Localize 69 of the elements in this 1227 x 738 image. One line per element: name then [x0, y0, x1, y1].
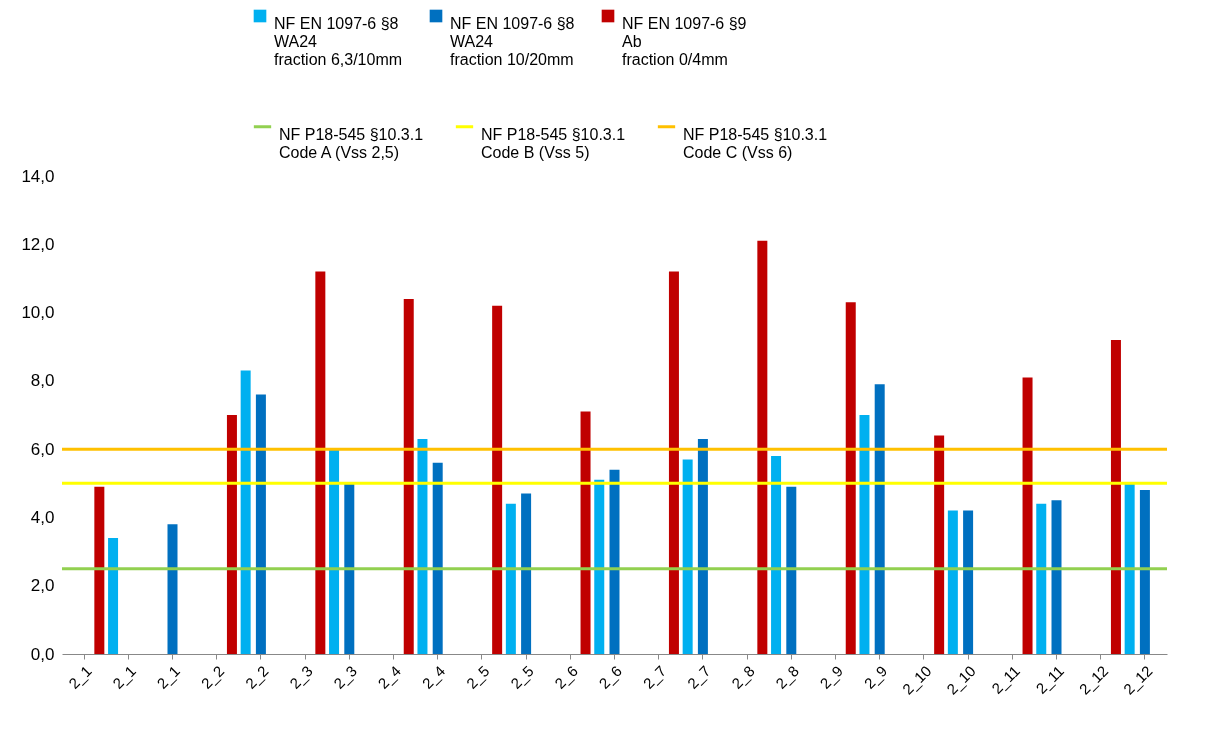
bar	[594, 479, 605, 654]
x-tick-label: 2_2	[197, 662, 228, 692]
bar	[344, 483, 355, 654]
bar	[492, 305, 503, 654]
bar	[963, 510, 974, 654]
x-tick-label: 2_8	[727, 662, 758, 692]
y-tick-label: 8,0	[30, 371, 55, 391]
legend-label: NF EN 1097-6 §8 WA24 fraction 10/20mm	[450, 15, 575, 68]
bar	[1051, 500, 1062, 654]
bar	[1036, 503, 1047, 654]
bar	[94, 486, 105, 654]
x-tick-label: 2_8	[772, 662, 802, 692]
legend-label: NF P18-545 §10.3.1 Code C (Vss 6)	[683, 125, 828, 161]
x-tick-label: 2_7	[639, 662, 670, 692]
x-tick-label: 2_1	[109, 662, 139, 692]
y-tick-label: 6,0	[30, 439, 55, 459]
y-tick-label: 0,0	[30, 644, 55, 664]
bar	[521, 493, 532, 654]
x-tick-label: 2_1	[64, 662, 95, 692]
y-tick-label: 12,0	[21, 234, 55, 254]
bar	[934, 435, 945, 654]
bar	[1124, 483, 1135, 654]
x-tick-label: 2_4	[418, 662, 449, 692]
bar	[417, 438, 428, 654]
y-tick-label: 4,0	[30, 507, 55, 527]
bar	[329, 449, 340, 654]
bar	[682, 459, 693, 654]
bar	[845, 302, 856, 654]
x-tick-label: 2_9	[816, 662, 847, 692]
legend-label: NF P18-545 §10.3.1 Code B (Vss 5)	[481, 125, 626, 161]
bar	[580, 411, 591, 654]
bar	[771, 455, 782, 654]
bar	[1022, 377, 1033, 654]
x-tick-label: 2_2	[241, 662, 272, 692]
bar	[240, 370, 251, 654]
bar	[505, 503, 516, 654]
x-tick-label: 2_9	[860, 662, 891, 692]
bar	[859, 415, 870, 654]
bar	[255, 394, 266, 654]
legend-label: NF EN 1097-6 §8 WA24 fraction 6,3/10mm	[274, 15, 403, 68]
bar	[1110, 339, 1121, 654]
bar	[757, 240, 768, 654]
bar	[668, 271, 679, 654]
y-tick-label: 14,0	[21, 166, 55, 186]
bar	[947, 510, 958, 654]
x-tick-label: 2_5	[506, 662, 537, 692]
y-tick-label: 2,0	[30, 576, 55, 596]
x-tick-label: 2_4	[374, 662, 405, 692]
bar	[786, 486, 797, 654]
legend-label: NF EN 1097-6 §9 Ab fraction 0/4mm	[622, 15, 747, 68]
bar	[315, 271, 326, 654]
bar	[226, 415, 237, 654]
x-tick-label: 2_6	[595, 662, 626, 692]
x-tick-label: 2_5	[462, 662, 493, 692]
bar	[1139, 490, 1150, 654]
x-tick-label: 2_7	[683, 662, 714, 692]
x-tick-label: 2_3	[330, 662, 360, 692]
bar	[874, 384, 885, 654]
x-tick-label: 2_3	[285, 662, 316, 692]
x-tick-label: 2_6	[551, 662, 581, 692]
bar	[167, 524, 178, 654]
bar	[697, 438, 708, 654]
bar	[432, 462, 443, 654]
bar	[403, 298, 414, 654]
bar	[609, 469, 620, 654]
legend-label: NF P18-545 §10.3.1 Code A (Vss 2,5)	[279, 125, 424, 161]
x-tick-label: 2_1	[153, 662, 184, 692]
y-tick-label: 10,0	[21, 303, 55, 323]
bar	[108, 537, 119, 654]
